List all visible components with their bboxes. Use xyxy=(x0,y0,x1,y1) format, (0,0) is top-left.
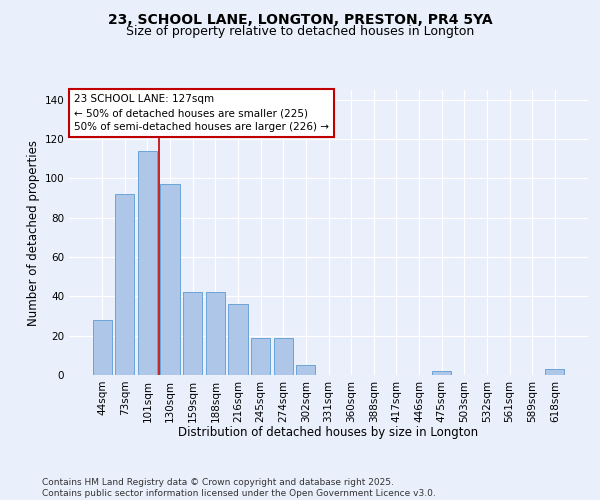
Text: Size of property relative to detached houses in Longton: Size of property relative to detached ho… xyxy=(126,25,474,38)
Bar xyxy=(92,320,112,375)
Bar xyxy=(206,292,225,375)
Y-axis label: Number of detached properties: Number of detached properties xyxy=(27,140,40,326)
Bar xyxy=(251,338,270,375)
Bar xyxy=(296,365,316,375)
Bar xyxy=(274,338,293,375)
X-axis label: Distribution of detached houses by size in Longton: Distribution of detached houses by size … xyxy=(178,426,479,439)
Bar xyxy=(229,304,248,375)
Bar xyxy=(432,371,451,375)
Bar xyxy=(115,194,134,375)
Text: Contains HM Land Registry data © Crown copyright and database right 2025.
Contai: Contains HM Land Registry data © Crown c… xyxy=(42,478,436,498)
Bar xyxy=(138,151,157,375)
Text: 23, SCHOOL LANE, LONGTON, PRESTON, PR4 5YA: 23, SCHOOL LANE, LONGTON, PRESTON, PR4 5… xyxy=(107,12,493,26)
Bar xyxy=(183,292,202,375)
Bar xyxy=(160,184,180,375)
Bar xyxy=(545,369,565,375)
Text: 23 SCHOOL LANE: 127sqm
← 50% of detached houses are smaller (225)
50% of semi-de: 23 SCHOOL LANE: 127sqm ← 50% of detached… xyxy=(74,94,329,132)
